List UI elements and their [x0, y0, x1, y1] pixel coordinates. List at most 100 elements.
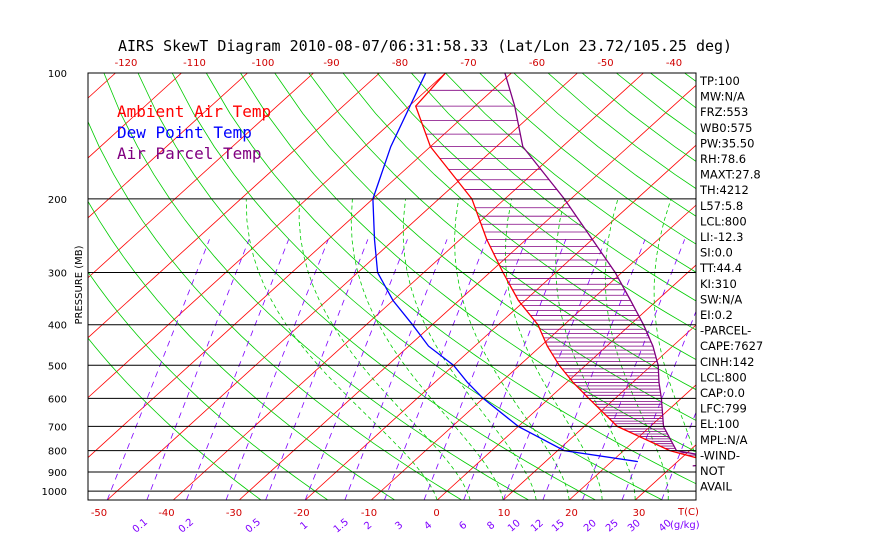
mixing-ratio-tick-label: 30 [626, 518, 643, 535]
mixing-ratio-tick-label: 0.5 [244, 517, 263, 536]
stat-line: KI:310 [700, 277, 737, 291]
pressure-axis-ticks: 100 200 300 400 500 600 700 800 900 1000 [42, 69, 67, 498]
dry-adiabat-line [787, 73, 870, 500]
legend: Ambient Air Temp Dew Point Temp Air Parcel… [117, 102, 271, 163]
pressure-tick-label: 500 [48, 361, 67, 372]
top-temp-tick-label: -80 [392, 58, 408, 69]
mixing-ratio-line [304, 239, 408, 500]
pressure-tick-label: 900 [48, 468, 67, 479]
bottom-temp-tick-label: -50 [91, 508, 107, 519]
mixing-ratio-line [186, 239, 290, 500]
dry-adiabat-line [274, 73, 696, 421]
dry-adiabat-line [205, 73, 696, 485]
dry-adiabat-line [445, 73, 696, 273]
dry-adiabat-line [103, 73, 529, 500]
stat-line: PW:35.50 [700, 136, 754, 150]
stat-line: WB0:575 [700, 121, 752, 135]
mixing-ratio-tick-label: 12 [529, 518, 546, 535]
mixing-ratio-tick-label: 1 [298, 520, 310, 533]
stat-line: EL:100 [700, 417, 740, 431]
mixing-ratio-tick-label: 10 [506, 518, 523, 535]
top-temp-tick-label: -60 [529, 58, 545, 69]
mixing-ratio-line [225, 239, 329, 500]
mixing-ratio-tick-label: 15 [550, 518, 567, 535]
bottom-temp-tick-label: 10 [498, 508, 511, 519]
bottom-temp-tick-label: 30 [633, 508, 646, 519]
top-temp-tick-label: -90 [323, 58, 339, 69]
isotherm-line [304, 144, 696, 500]
moist-adiabat-line [555, 198, 636, 500]
pressure-tick-label: 100 [48, 69, 67, 80]
plot-frame [87, 72, 697, 501]
bottom-temperature-ticks: -50 -40 -30 -20 -10 0 10 20 30 [91, 508, 646, 519]
dry-adiabat-line [342, 73, 696, 361]
moist-adiabat-line [245, 198, 438, 500]
bottom-temp-tick-label: 20 [565, 508, 578, 519]
mixing-ratio-tick-label: 4 [422, 520, 434, 533]
mixing-ratio-line [502, 239, 606, 500]
moist-adiabat-line [402, 198, 537, 500]
y-axis-label: PRESSURE (MB) [74, 245, 85, 324]
pressure-tick-label: 1000 [42, 487, 67, 498]
isotherm-line [88, 73, 314, 279]
dry-adiabat-line [855, 73, 870, 500]
top-temp-tick-label: -40 [666, 58, 682, 69]
stat-line: LFC:799 [700, 402, 747, 416]
isotherm-line [88, 73, 446, 399]
mixing-ratio-tick-label: 20 [582, 518, 599, 535]
dry-adiabat-line [240, 73, 696, 453]
series-ambient-air-temp [414, 73, 696, 459]
dry-adiabat-line [88, 271, 329, 500]
isotherm-line [767, 73, 870, 500]
legend-entry: Air Parcel Temp [117, 144, 262, 163]
mixing-ratio-tick-label: 8 [485, 520, 497, 533]
stat-line: AVAIL [700, 480, 733, 494]
series-air-parcel-temp [504, 73, 696, 467]
pressure-tick-label: 700 [48, 422, 67, 433]
top-temperature-ticks: -120 -110 -100 -90 -80 -70 -60 -50 -40 [115, 58, 683, 69]
isotherm-line [88, 73, 182, 159]
bottom-temp-tick-label: -30 [226, 508, 242, 519]
background-grid [0, 73, 870, 500]
top-temp-tick-label: -50 [597, 58, 613, 69]
dry-adiabat-line [88, 200, 395, 500]
dry-adiabat-line [513, 73, 696, 217]
dry-adiabat-line [411, 73, 696, 302]
moist-adiabat-line [454, 198, 570, 500]
mixing-ratio-tick-label: 1.5 [332, 517, 351, 536]
series-dew-point-temp [372, 73, 638, 463]
mixing-ratio-line [106, 239, 210, 500]
pressure-tick-label: 200 [48, 195, 67, 206]
isotherm-line [172, 73, 644, 500]
stat-line: SI:0.0 [700, 246, 733, 260]
legend-entry: Dew Point Temp [117, 123, 252, 142]
moist-adiabat-line [350, 198, 504, 500]
dry-adiabat-line [821, 73, 870, 500]
stat-line: MW:N/A [700, 90, 745, 104]
mixing-ratio-ticks: 0.1 0.2 0.5 1 1.5 2 3 4 6 8 10 12 15 20 25 30 40 [131, 517, 674, 536]
mixing-ratio-line [344, 239, 448, 500]
mixing-ratio-tick-label: 25 [604, 518, 621, 535]
stat-line: TH:4212 [699, 183, 749, 197]
dry-adiabat-line [88, 120, 462, 500]
mixing-ratio-line [265, 239, 369, 500]
stat-line: FRZ:553 [700, 105, 748, 119]
stat-line: EI:0.2 [700, 308, 733, 322]
stat-line: TT:44.4 [699, 261, 742, 275]
dry-adiabat-line [753, 73, 870, 500]
stat-line: MAXT:27.8 [700, 168, 761, 182]
stat-line: MPL:N/A [700, 433, 748, 447]
stat-line: L57:5.8 [700, 199, 743, 213]
isotherm-line [0, 73, 50, 500]
mixing-ratio-line [661, 411, 696, 500]
stat-line: -WIND- [700, 448, 740, 462]
bottom-temp-tick-label: -10 [361, 508, 377, 519]
stat-line: NOT [700, 464, 726, 478]
bottom-temp-tick-label: -40 [158, 508, 174, 519]
pressure-tick-label: 800 [48, 447, 67, 458]
mixing-ratio-line [621, 310, 696, 500]
isotherm-line [88, 73, 512, 459]
isotherm-line [106, 73, 578, 500]
